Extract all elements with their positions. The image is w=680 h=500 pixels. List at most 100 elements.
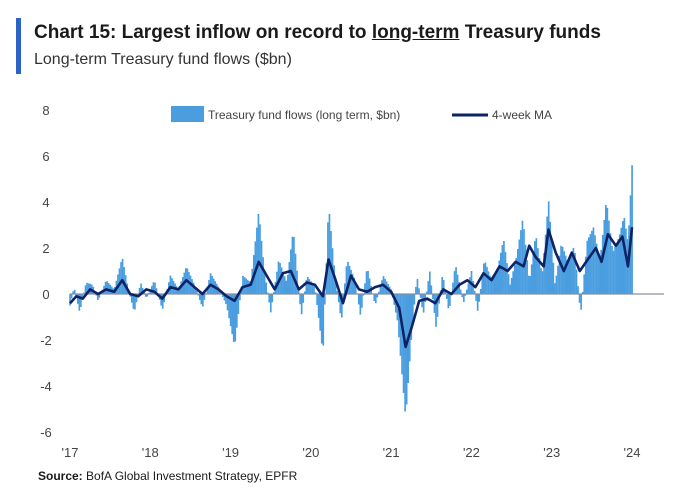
flow-bar [411, 294, 414, 323]
flow-bar [339, 294, 342, 314]
flow-bar [223, 294, 226, 301]
flow-bar [504, 252, 507, 294]
flow-bar [373, 294, 376, 301]
chart-title-underlined: long-term [371, 22, 460, 43]
flow-bar [307, 276, 309, 294]
flow-bar [344, 283, 346, 294]
legend-bar-swatch [171, 106, 204, 122]
flow-bar [552, 262, 555, 294]
flow-bar [492, 275, 494, 294]
flow-bar [609, 233, 612, 294]
flow-bar [364, 283, 366, 294]
flow-bar [495, 272, 498, 294]
flow-bar [121, 258, 124, 294]
flow-bar [588, 237, 590, 294]
flow-bar [374, 294, 377, 304]
x-tick-label: '19 [222, 445, 239, 460]
flow-bar [143, 292, 146, 294]
flow-bar [268, 294, 271, 303]
flow-bar [618, 234, 621, 294]
flow-bar [623, 217, 626, 294]
flow-bar [340, 294, 343, 318]
flow-bar [473, 290, 476, 294]
flow-bar [472, 280, 474, 294]
chart-title-prefix: Chart 15: Largest inflow on record to [34, 22, 372, 43]
flow-bar [475, 294, 477, 301]
flow-bar [461, 294, 464, 298]
flow-bar [459, 289, 462, 294]
flow-bar [516, 248, 519, 294]
flow-bar [464, 294, 467, 296]
flow-bar [564, 255, 567, 294]
flow-bar [513, 264, 516, 294]
flow-bar [486, 266, 488, 294]
flow-bar [98, 294, 101, 298]
flow-bar [469, 277, 471, 294]
flow-bar [323, 294, 326, 305]
x-tick-label: '23 [543, 445, 560, 460]
x-tick-label: '17 [62, 445, 79, 460]
source-note: Source: BofA Global Investment Strategy,… [38, 469, 297, 483]
flow-bar [334, 280, 337, 294]
flow-bar [419, 294, 422, 298]
flow-bar [285, 280, 288, 294]
flow-bar [557, 265, 559, 294]
flow-bar [401, 294, 403, 375]
flow-bar [566, 260, 569, 294]
flow-bar [489, 275, 491, 294]
flow-bar [589, 234, 592, 294]
flow-bar [297, 287, 300, 294]
flow-bar [198, 294, 201, 300]
flow-bar [203, 294, 206, 300]
x-axis-ticks: '17 '18 '19 '20 '21 '22 '23 '24 [62, 445, 641, 460]
flow-bar [575, 269, 578, 294]
flow-bar [259, 224, 261, 294]
flow-bar [405, 294, 408, 405]
flow-bar [283, 276, 286, 294]
flow-bar [286, 274, 289, 294]
flow-bar [512, 271, 515, 294]
flow-bar [333, 265, 335, 294]
flow-bar [69, 294, 71, 306]
flow-bar [178, 285, 181, 294]
chart-title: Chart 15: Largest inflow on record to lo… [34, 22, 601, 44]
y-tick-label: 4 [42, 195, 49, 210]
flow-bar [441, 277, 444, 294]
flow-bar [106, 281, 108, 294]
legend-ma-label: 4-week MA [492, 108, 552, 122]
flow-bar [603, 220, 606, 294]
flow-bar [398, 294, 400, 338]
flow-bar [337, 294, 340, 303]
flow-bar [408, 294, 411, 362]
flow-bar [507, 274, 510, 294]
flow-bar [518, 239, 521, 294]
flow-bar [288, 262, 291, 294]
y-tick-label: -2 [40, 333, 52, 348]
flow-bar [299, 294, 301, 305]
flow-bar [134, 294, 136, 310]
flow-bar [232, 294, 235, 343]
flow-bar [453, 271, 456, 294]
flow-bar [567, 259, 570, 294]
flow-bar [476, 294, 479, 311]
flow-bar [520, 230, 522, 294]
flow-bar [78, 294, 81, 311]
flow-bar [484, 262, 487, 294]
flow-bar [310, 281, 312, 294]
flow-bar [357, 294, 360, 305]
flow-bar [478, 294, 481, 302]
flow-bar [483, 263, 485, 294]
flow-bar [319, 294, 322, 331]
flow-bar [202, 294, 204, 307]
flow-bar [266, 292, 269, 294]
flow-bar [510, 277, 513, 294]
flow-bar [353, 277, 356, 294]
flow-bar [263, 272, 266, 294]
y-axis-ticks: -6 -4 -2 0 2 4 6 8 [40, 103, 52, 440]
flow-bar [314, 292, 317, 294]
flow-bar [351, 273, 354, 294]
flow-bar [452, 282, 454, 294]
flow-bar [466, 289, 468, 294]
flow-bar [550, 242, 553, 294]
flow-bar [493, 273, 496, 294]
